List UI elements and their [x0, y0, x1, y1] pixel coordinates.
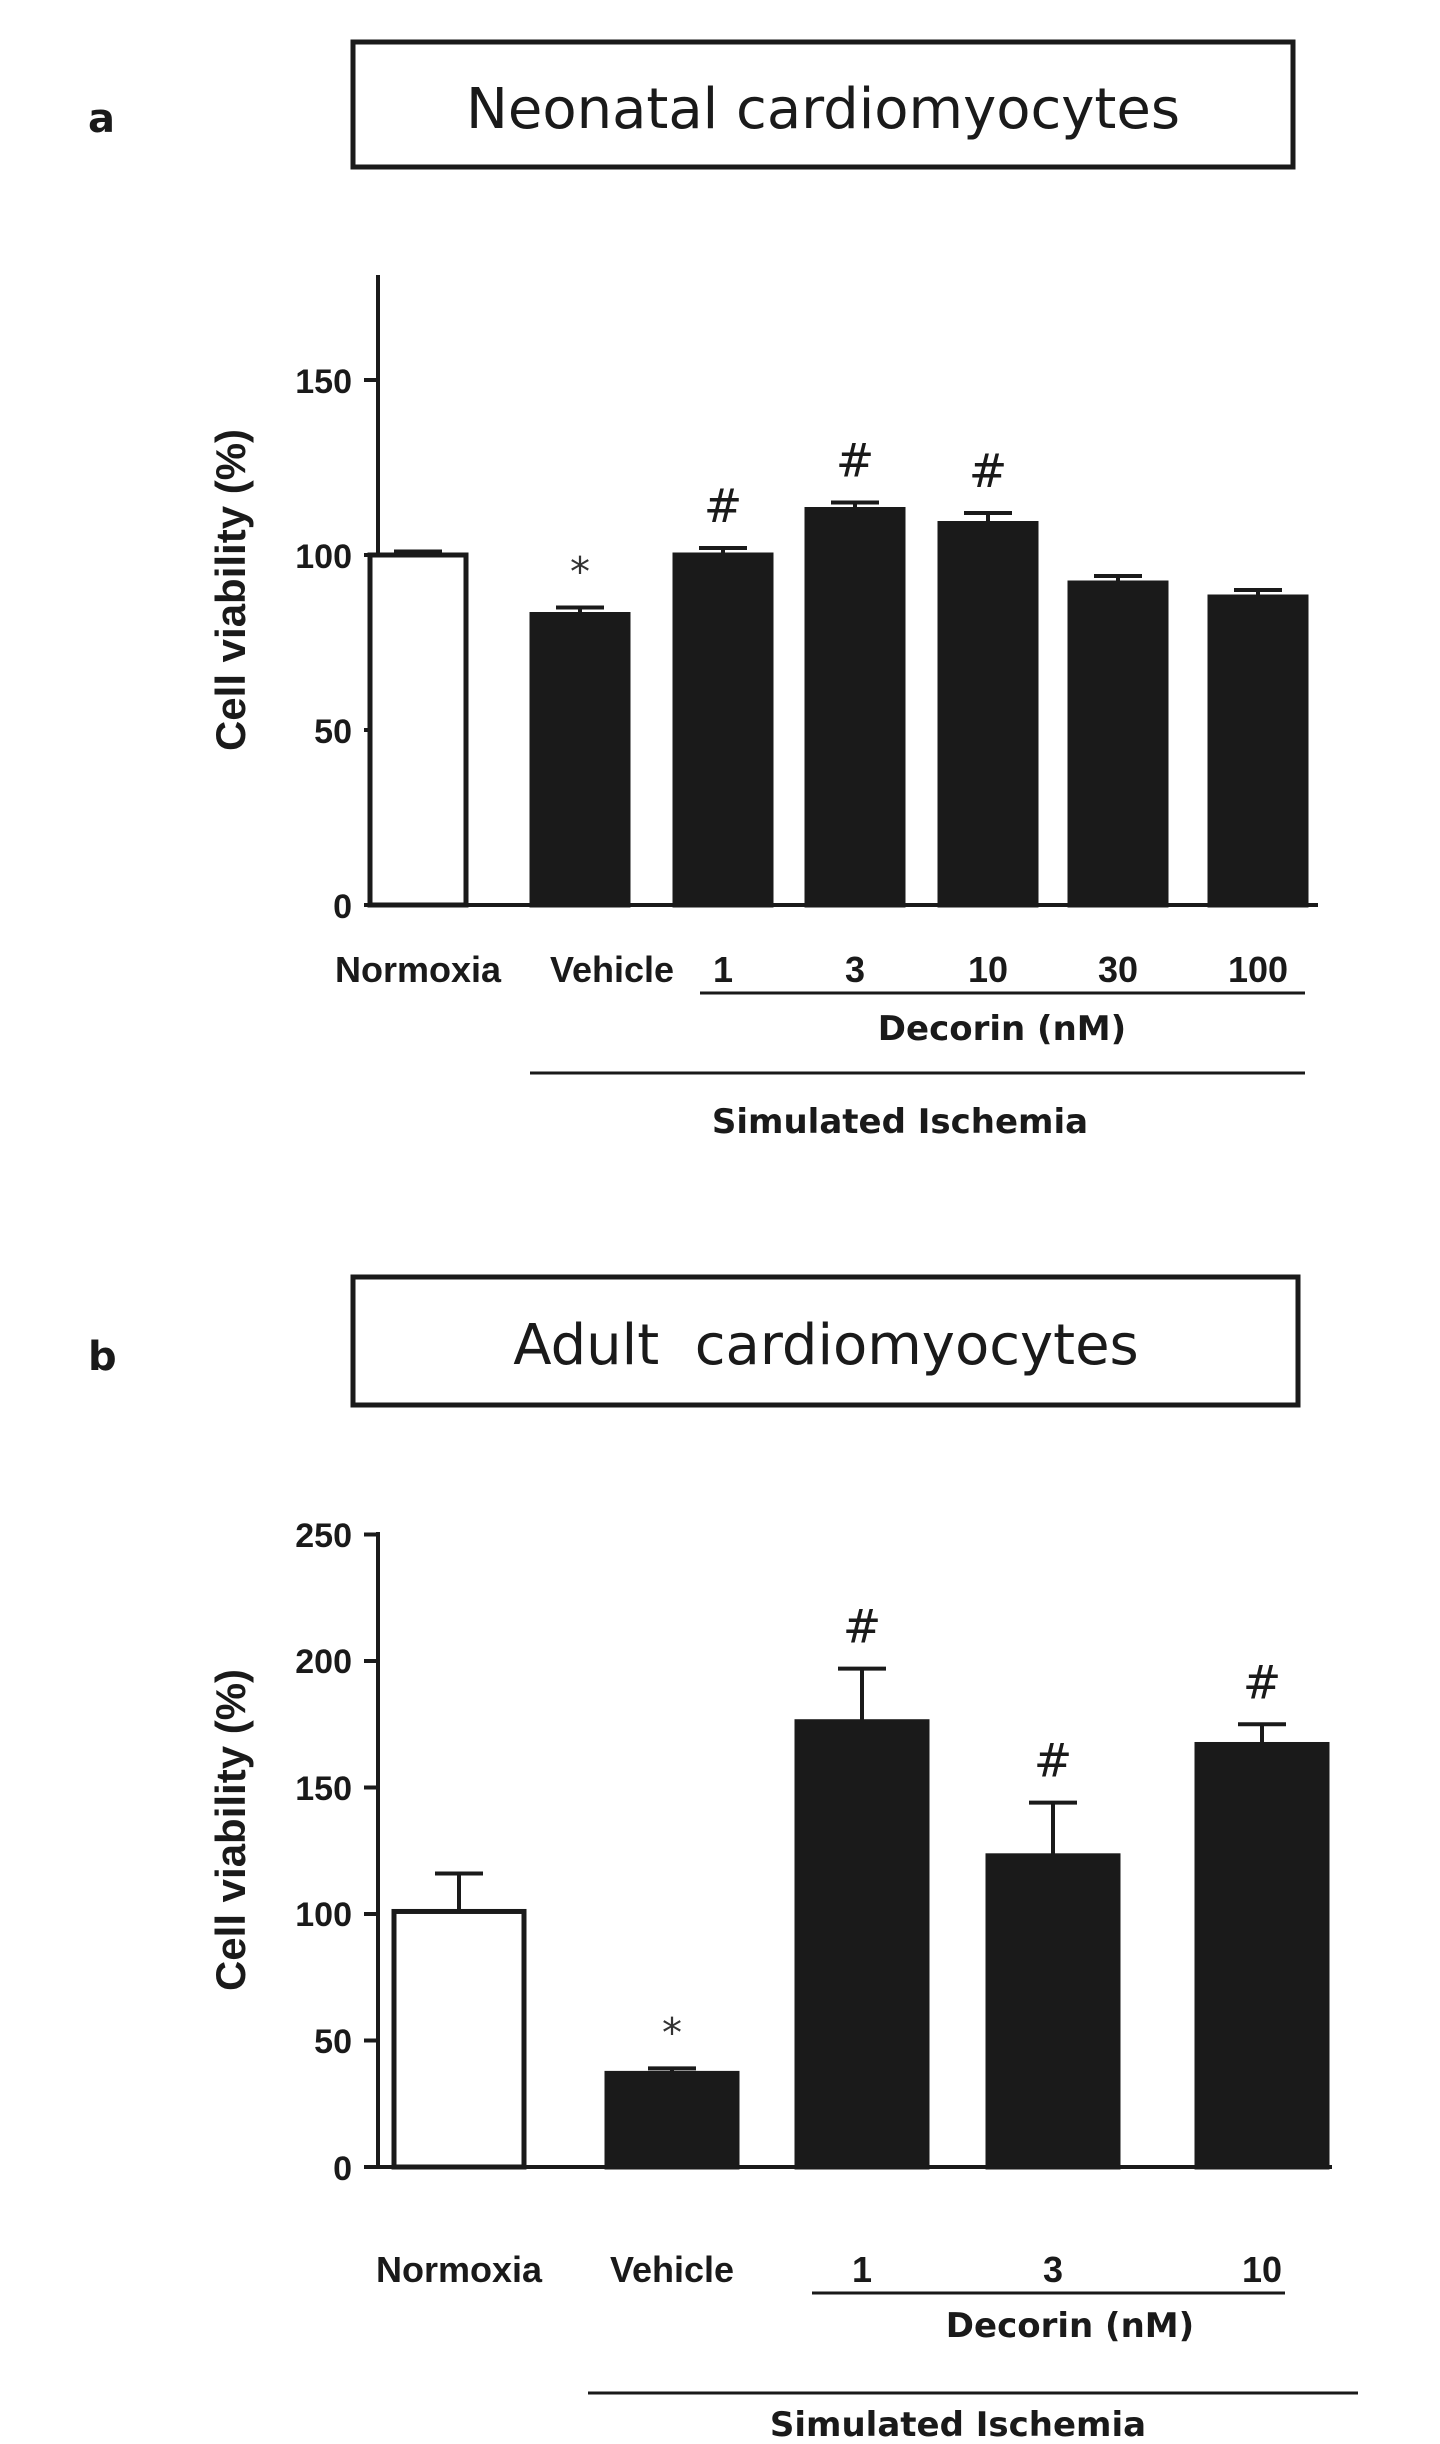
panel-b-bar-10: [1194, 1741, 1330, 2170]
panel-b-y-axis-title: Cell viability (%): [207, 1669, 254, 1991]
panel-b: b Adult cardiomyocytes Cell viability (%…: [88, 1274, 1358, 2444]
panel-a-category-label: 10: [968, 949, 1008, 990]
panel-a-letter: a: [88, 96, 115, 142]
panel-b-y-tick-labels: 250 200 150 100 50 0: [295, 1517, 352, 2188]
panel-b-title-box: [350, 1274, 1301, 1408]
panel-b-significance-marker: #: [1034, 1734, 1073, 1788]
panel-a-plot-area: * # # #: [364, 275, 1318, 908]
panel-b-bar-normoxia: [391, 1908, 527, 2170]
panel-b-category-label: 3: [1043, 2249, 1063, 2290]
panel-b-y-tick-label: 200: [295, 1643, 352, 1681]
panel-a-title: Neonatal cardiomyocytes: [466, 77, 1180, 142]
panel-b-title: Adult cardiomyocytes: [513, 1313, 1138, 1378]
panel-a-category-label: 30: [1098, 949, 1138, 990]
panel-a-y-tick-labels: 150 100 50 0: [295, 363, 352, 926]
panel-b-category-label: 10: [1242, 2249, 1282, 2290]
panel-a-title-box: [350, 39, 1296, 170]
panel-b-bar-vehicle: [604, 2070, 740, 2170]
panel-a-y-axis-title: Cell viability (%): [207, 429, 254, 751]
panel-a-category-label: 100: [1228, 949, 1288, 990]
panel-b-ischemia-label: Simulated Ischemia: [770, 2405, 1146, 2444]
panel-a-decorin-label: Decorin (nM): [878, 1009, 1126, 1049]
panel-a-bar-10: [937, 521, 1039, 908]
panel-a-bar-1: [672, 552, 774, 908]
panel-b-bar-1: [794, 1719, 930, 2170]
panel-a-category-label: Vehicle: [550, 949, 674, 990]
panel-a-category-label: 1: [713, 949, 733, 990]
panel-a-significance-marker: #: [836, 434, 875, 488]
panel-a-significance-marker: *: [570, 550, 590, 596]
panel-b-significance-marker: *: [662, 2010, 682, 2056]
panel-b-category-labels: Normoxia Vehicle 1 3 10: [376, 2249, 1282, 2290]
panel-b-y-tick-label: 50: [314, 2023, 352, 2061]
panel-b-y-tick-label: 100: [295, 1896, 352, 1934]
panel-a-bar-vehicle: [529, 612, 631, 908]
panel-b-category-label: Normoxia: [376, 2249, 543, 2290]
panel-a-category-label: 3: [845, 949, 865, 990]
panel-a-category-labels: Normoxia Vehicle 1 3 10 30 100: [335, 949, 1288, 990]
panel-a-bar-30: [1067, 580, 1169, 908]
panel-a-y-tick-label: 100: [295, 538, 352, 576]
panel-b-category-label: Vehicle: [610, 2249, 734, 2290]
panel-a: a Neonatal cardiomyocytes Cell viability…: [88, 39, 1318, 1142]
panel-a-bar-3: [804, 507, 906, 908]
panel-a-y-tick-label: 0: [333, 888, 352, 926]
panel-a-y-tick-label: 50: [314, 713, 352, 751]
panel-a-ischemia-label: Simulated Ischemia: [712, 1102, 1088, 1142]
panel-a-bar-100: [1207, 594, 1309, 908]
panel-b-plot-area: * # # #: [364, 1532, 1332, 2170]
panel-b-y-tick-label: 150: [295, 1770, 352, 1808]
panel-b-significance-marker: #: [843, 1600, 882, 1654]
panel-b-y-tick-label: 0: [333, 2150, 352, 2188]
panel-b-significance-marker: #: [1243, 1655, 1282, 1709]
panel-b-category-label: 1: [852, 2249, 872, 2290]
panel-a-significance-marker: #: [704, 479, 743, 533]
panel-b-letter: b: [88, 1334, 117, 1380]
panel-a-category-label: Normoxia: [335, 949, 502, 990]
panel-b-decorin-label: Decorin (nM): [946, 2306, 1194, 2346]
panel-a-significance-marker: #: [969, 444, 1008, 498]
panel-a-y-tick-label: 150: [295, 363, 352, 401]
panel-b-bar-3: [985, 1853, 1121, 2170]
panel-a-bar-normoxia: [367, 552, 469, 908]
panel-b-y-tick-label: 250: [295, 1517, 352, 1555]
